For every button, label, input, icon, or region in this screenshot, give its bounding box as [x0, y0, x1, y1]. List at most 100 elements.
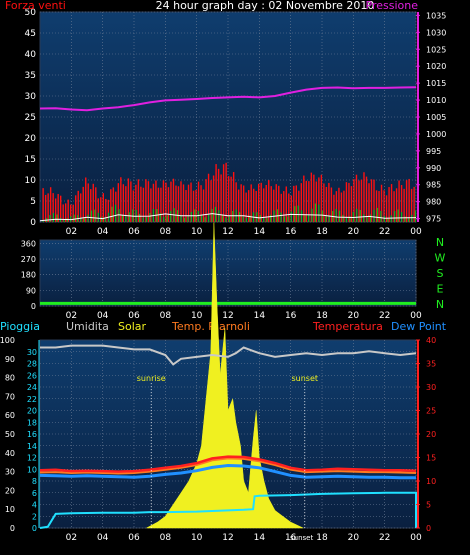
y-left-tick-label: 45 [25, 29, 36, 39]
x-tick-label: 06 [128, 311, 140, 321]
y-mid-tick-label: 26 [27, 371, 37, 380]
y-left-tick-label: 0 [30, 218, 36, 228]
x-tick-label: 22 [379, 311, 390, 321]
x-tick-label: 10 [191, 227, 203, 237]
y-left-tick-label: 90 [26, 286, 36, 295]
x-tick-label: 16 [285, 227, 297, 237]
x-tick-label: 04 [97, 311, 109, 321]
compass-label: S [437, 267, 444, 280]
y-right-tick-label: 1035 [426, 11, 446, 20]
left-axis-label: Forza venti [5, 0, 66, 12]
x-tick-label: 22 [379, 533, 390, 543]
x-tick-label: 04 [97, 227, 109, 237]
x-tick-label: 12 [222, 311, 233, 321]
y-left-tick-label: 20 [5, 486, 15, 495]
x-tick-label: 16 [285, 533, 297, 543]
x-tick-label: 12 [222, 533, 233, 543]
wind-direction-grid [40, 240, 417, 307]
y-right-tick-label: 975 [426, 215, 441, 224]
compass-label: N [436, 298, 444, 311]
x-tick-label: 18 [316, 311, 328, 321]
wind-pressure-axes: 0510152025303540455097598098599099510001… [25, 8, 447, 237]
y-mid-tick-label: 22 [27, 395, 37, 404]
rain-temp-series [39, 222, 417, 529]
x-tick-label: 20 [348, 227, 360, 237]
y-right-tick-label: 1005 [426, 113, 446, 122]
y-right-tick-label: 990 [426, 164, 441, 173]
x-tick-label: 14 [254, 311, 266, 321]
x-tick-label: 02 [66, 227, 77, 237]
temp-riarnoli-line [39, 457, 417, 475]
rain-temp-axes: 0102030405060708090100024681012141618202… [0, 336, 436, 543]
y-mid-tick-label: 0 [32, 524, 37, 533]
y-left-tick-label: 60 [5, 411, 15, 420]
right-axis-label: Pressione [366, 0, 419, 12]
chart-title: 24 hour graph day : 02 Novembre 2010 [156, 0, 375, 12]
solar-area [146, 222, 304, 529]
y-left-tick-label: 10 [25, 176, 37, 186]
y-mid-tick-label: 4 [32, 501, 37, 510]
y-left-tick-label: 35 [25, 71, 36, 81]
y-left-tick-label: 5 [30, 197, 36, 207]
y-right-tick-label: 995 [426, 147, 441, 156]
dew-point-line [39, 463, 416, 480]
y-mid-tick-label: 20 [27, 407, 37, 416]
compass-label: W [435, 252, 446, 265]
x-tick-label: 20 [348, 311, 360, 321]
y-right-tick-label: 15 [426, 454, 436, 463]
x-tick-label: 14 [254, 533, 266, 543]
y-left-tick-label: 180 [21, 271, 36, 280]
y-right-tick-label: 1010 [426, 96, 446, 105]
y-left-tick-label: 50 [25, 8, 37, 18]
y-mid-tick-label: 8 [32, 477, 37, 486]
x-tick-label: 06 [128, 533, 140, 543]
temperature-line [39, 455, 417, 473]
y-left-tick-label: 0 [10, 524, 15, 533]
x-tick-label: 08 [160, 311, 172, 321]
x-tick-label: 18 [316, 227, 328, 237]
legend-solar: Solar [118, 320, 147, 333]
compass-label: N [436, 236, 444, 249]
y-left-tick-label: 80 [5, 374, 15, 383]
x-tick-label: 16 [285, 311, 297, 321]
y-mid-tick-label: 14 [27, 442, 37, 451]
y-mid-tick-label: 18 [27, 418, 37, 427]
y-left-tick-label: 25 [25, 113, 36, 123]
x-tick-label: 12 [222, 227, 233, 237]
y-mid-tick-label: 12 [27, 454, 37, 463]
x-tick-label: 08 [160, 533, 172, 543]
legend-dew-point: Dew Point [391, 320, 447, 333]
legend-rain: Pioggia [0, 320, 40, 333]
y-mid-tick-label: 6 [32, 489, 37, 498]
y-right-tick-label: 0 [426, 524, 431, 533]
y-left-tick-label: 15 [25, 155, 36, 165]
y-left-tick-label: 40 [5, 449, 15, 458]
sun-annotation: sunset [291, 374, 318, 383]
compass-label: E [437, 283, 444, 296]
y-right-tick-label: 985 [426, 181, 441, 190]
x-tick-label: 10 [191, 311, 203, 321]
legend: Pioggia Umidita Solar Temp. Riarnoli Tem… [0, 320, 447, 333]
x-tick-label: 00 [410, 533, 422, 543]
y-mid-tick-label: 30 [27, 348, 37, 357]
gust-line [39, 213, 417, 222]
x-tick-label: 18 [316, 533, 328, 543]
annotations: sunrise sunset sunset [137, 374, 318, 542]
x-tick-label: 08 [160, 227, 172, 237]
y-right-tick-label: 1000 [426, 130, 446, 139]
y-mid-tick-label: 24 [27, 383, 37, 392]
x-tick-label: 02 [66, 311, 77, 321]
y-right-tick-label: 1015 [426, 79, 446, 88]
x-tick-label: 04 [97, 533, 109, 543]
y-right-tick-label: 10 [426, 477, 436, 486]
y-left-tick-label: 70 [5, 392, 15, 401]
x-tick-label: 00 [410, 227, 422, 237]
y-right-tick-label: 980 [426, 198, 441, 207]
y-left-tick-label: 270 [21, 255, 36, 264]
legend-temp-riarnoli: Temp. Riarnoli [171, 320, 250, 333]
y-left-tick-label: 10 [5, 505, 15, 514]
wind-pressure-series [39, 86, 417, 222]
x-tick-label: 20 [348, 533, 360, 543]
x-tick-label: 10 [191, 533, 203, 543]
rain-line [39, 491, 417, 529]
